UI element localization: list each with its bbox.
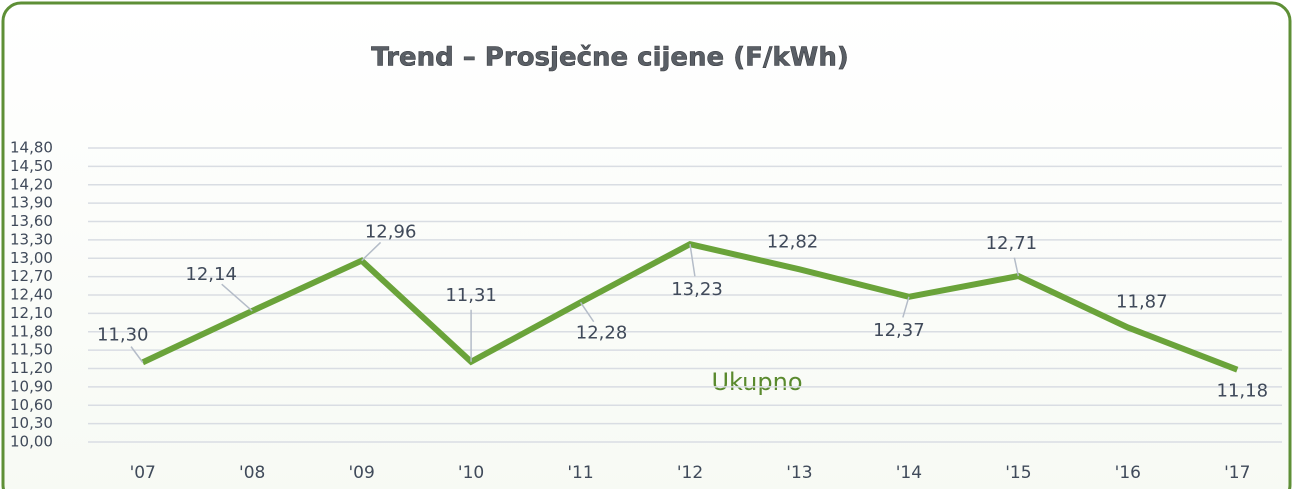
y-tick-label: 14,80	[10, 139, 53, 157]
data-label: 12,14	[185, 264, 237, 285]
y-tick-label: 12,10	[10, 304, 53, 322]
data-label: 12,96	[365, 222, 417, 243]
data-label: 12,28	[576, 322, 628, 343]
y-tick-label: 11,20	[10, 359, 53, 377]
x-tick-label: '07	[130, 463, 156, 483]
y-tick-label: 13,30	[10, 230, 53, 248]
leader-line	[221, 283, 253, 312]
x-tick-label: '12	[677, 463, 703, 483]
y-tick-label: 13,90	[10, 194, 53, 212]
data-label: 13,23	[671, 279, 723, 300]
x-tick-label: '08	[239, 463, 265, 483]
x-tick-label: '09	[348, 463, 374, 483]
data-label: 11,30	[97, 324, 149, 345]
leader-line	[579, 301, 595, 323]
data-label: 12,37	[873, 320, 925, 341]
leader-line	[689, 244, 696, 277]
data-label: 12,82	[767, 231, 819, 252]
x-tick-label: '13	[786, 463, 812, 483]
y-tick-label: 12,70	[10, 267, 53, 285]
y-tick-label: 10,00	[10, 433, 53, 451]
y-tick-label: 11,50	[10, 341, 53, 359]
y-tick-label: 10,90	[10, 377, 53, 395]
x-tick-label: '10	[458, 463, 484, 483]
legend-entry: Ukupno	[711, 368, 802, 396]
data-label: 11,87	[1116, 291, 1168, 312]
y-tick-label: 12,40	[10, 286, 53, 304]
y-tick-label: 14,20	[10, 175, 53, 193]
x-tick-label: '16	[1115, 463, 1141, 483]
y-tick-label: 11,80	[10, 322, 53, 340]
x-tick-label: '15	[1005, 463, 1031, 483]
y-tick-label: 10,30	[10, 414, 53, 432]
leader-line	[1013, 257, 1020, 277]
chart-title: Trend – Prosječne cijene (F/kWh)	[371, 43, 849, 73]
data-label: 12,71	[986, 233, 1038, 254]
leader-line	[130, 346, 144, 363]
leader-line	[361, 241, 382, 262]
leader-line	[902, 296, 910, 318]
y-tick-label: 13,60	[10, 212, 53, 230]
y-tick-label: 13,00	[10, 249, 53, 267]
y-tick-label: 10,60	[10, 396, 53, 414]
x-tick-label: '11	[567, 463, 593, 483]
data-label: 11,31	[445, 285, 497, 306]
x-tick-label: '14	[896, 463, 922, 483]
y-tick-label: 14,50	[10, 157, 53, 175]
data-label: 11,18	[1217, 381, 1269, 402]
x-tick-label: '17	[1224, 463, 1250, 483]
